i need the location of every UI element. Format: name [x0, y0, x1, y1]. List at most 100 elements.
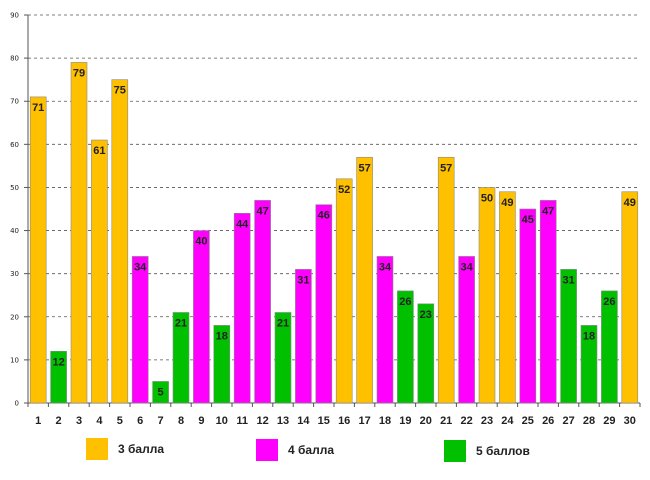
bar-1 [29, 96, 47, 404]
x-tick-label-13: 13 [277, 415, 289, 427]
x-tick-label-22: 22 [460, 415, 472, 427]
x-tick-label-3: 3 [76, 415, 82, 427]
y-tick-label: 30 [10, 270, 19, 278]
bar-5 [111, 79, 129, 404]
legend-label-4: 4 балла [288, 443, 335, 457]
legend-label-5: 5 баллов [476, 444, 530, 458]
x-tick-label-20: 20 [420, 415, 432, 427]
data-label-10: 18 [216, 330, 228, 342]
bar-29 [601, 290, 618, 404]
legend-swatch-4 [256, 439, 278, 461]
y-tick-label: 10 [10, 356, 19, 364]
bar-16 [335, 178, 353, 404]
y-tick-label: 40 [10, 227, 19, 235]
y-tick-label: 80 [10, 55, 19, 63]
legend-item-4: 4 балла [256, 439, 334, 461]
data-label-12: 47 [256, 205, 268, 217]
bar-21 [437, 156, 455, 404]
data-label-22: 34 [460, 261, 473, 273]
x-tick-label-10: 10 [216, 415, 228, 427]
data-labels: 71 12 79 61 75 34 5 21 40 18 44 47 21 31 46 52 57 34 26 23 5… [32, 67, 636, 398]
data-label-23: 50 [481, 192, 493, 204]
legend-swatch-3 [86, 438, 108, 460]
bar-30 [621, 191, 639, 404]
bar-12 [254, 200, 271, 404]
legend-label-3: 3 балла [118, 442, 165, 456]
data-label-11: 44 [236, 218, 249, 230]
x-tick-label-5: 5 [117, 415, 123, 427]
data-label-2: 12 [52, 356, 64, 368]
x-tick-label-29: 29 [603, 415, 615, 427]
bar-25 [519, 208, 537, 404]
bar-2 [50, 350, 67, 404]
bar-23 [478, 187, 496, 404]
y-tick-label: 20 [10, 313, 19, 321]
bar-10 [213, 325, 231, 404]
x-tick-label-19: 19 [399, 415, 411, 427]
bar-11 [233, 213, 251, 404]
data-label-21: 57 [440, 162, 452, 174]
bar-14 [295, 269, 312, 404]
x-tick-label-23: 23 [481, 415, 493, 427]
bar-26 [539, 200, 557, 404]
bar-24 [499, 191, 516, 404]
data-label-13: 21 [277, 317, 289, 329]
x-tick-label-6: 6 [137, 415, 143, 427]
gridlines [28, 14, 640, 361]
bar-27 [560, 269, 577, 404]
x-tick-label-25: 25 [522, 415, 534, 427]
data-label-15: 46 [318, 210, 330, 222]
x-tick-label-4: 4 [96, 415, 103, 427]
x-tick-label-16: 16 [338, 415, 350, 427]
data-label-3: 79 [73, 67, 85, 79]
y-tick-label: 70 [10, 98, 19, 106]
x-tick-label-15: 15 [318, 415, 330, 427]
data-label-24: 49 [501, 197, 513, 209]
data-label-20: 23 [420, 309, 432, 321]
data-label-18: 34 [379, 261, 392, 273]
bar-15 [315, 204, 333, 404]
y-tick-label: 90 [10, 12, 19, 20]
bar-20 [417, 303, 435, 404]
data-label-16: 52 [338, 184, 350, 196]
bar-28 [580, 325, 598, 404]
bar-19 [397, 290, 414, 404]
data-label-8: 21 [175, 317, 187, 329]
x-tick-label-18: 18 [379, 415, 391, 427]
bars [29, 62, 639, 404]
x-tick-label-14: 14 [297, 415, 310, 427]
y-tick-label: 50 [10, 184, 19, 192]
y-tick-label: 60 [10, 141, 19, 149]
data-label-27: 31 [562, 274, 574, 286]
bar-13 [274, 312, 292, 404]
data-label-7: 5 [158, 386, 164, 398]
data-label-1: 71 [32, 102, 44, 114]
x-tick-label-11: 11 [236, 415, 248, 427]
data-label-19: 26 [399, 296, 411, 308]
data-label-17: 57 [358, 162, 370, 174]
x-tick-label-30: 30 [624, 415, 636, 427]
data-label-29: 26 [603, 296, 615, 308]
data-label-6: 34 [134, 261, 147, 273]
y-tick-label: 0 [15, 400, 19, 408]
bar-7 [152, 381, 169, 404]
x-tick-label-21: 21 [440, 415, 452, 427]
legend-swatch-5 [444, 440, 466, 462]
data-label-30: 49 [624, 197, 636, 209]
bar-6 [131, 256, 149, 404]
bar-17 [356, 156, 373, 404]
x-tick-label-12: 12 [256, 415, 268, 427]
legend-item-5: 5 баллов [444, 440, 530, 462]
bar-8 [172, 312, 190, 404]
x-tick-label-17: 17 [358, 415, 370, 427]
bar-3 [70, 62, 88, 404]
data-label-4: 61 [93, 145, 105, 157]
x-tick-label-7: 7 [158, 415, 164, 427]
data-label-25: 45 [522, 214, 534, 226]
x-tick-label-8: 8 [178, 415, 184, 427]
bar-18 [376, 256, 394, 404]
data-label-28: 18 [583, 330, 595, 342]
x-tick-label-2: 2 [56, 415, 62, 427]
